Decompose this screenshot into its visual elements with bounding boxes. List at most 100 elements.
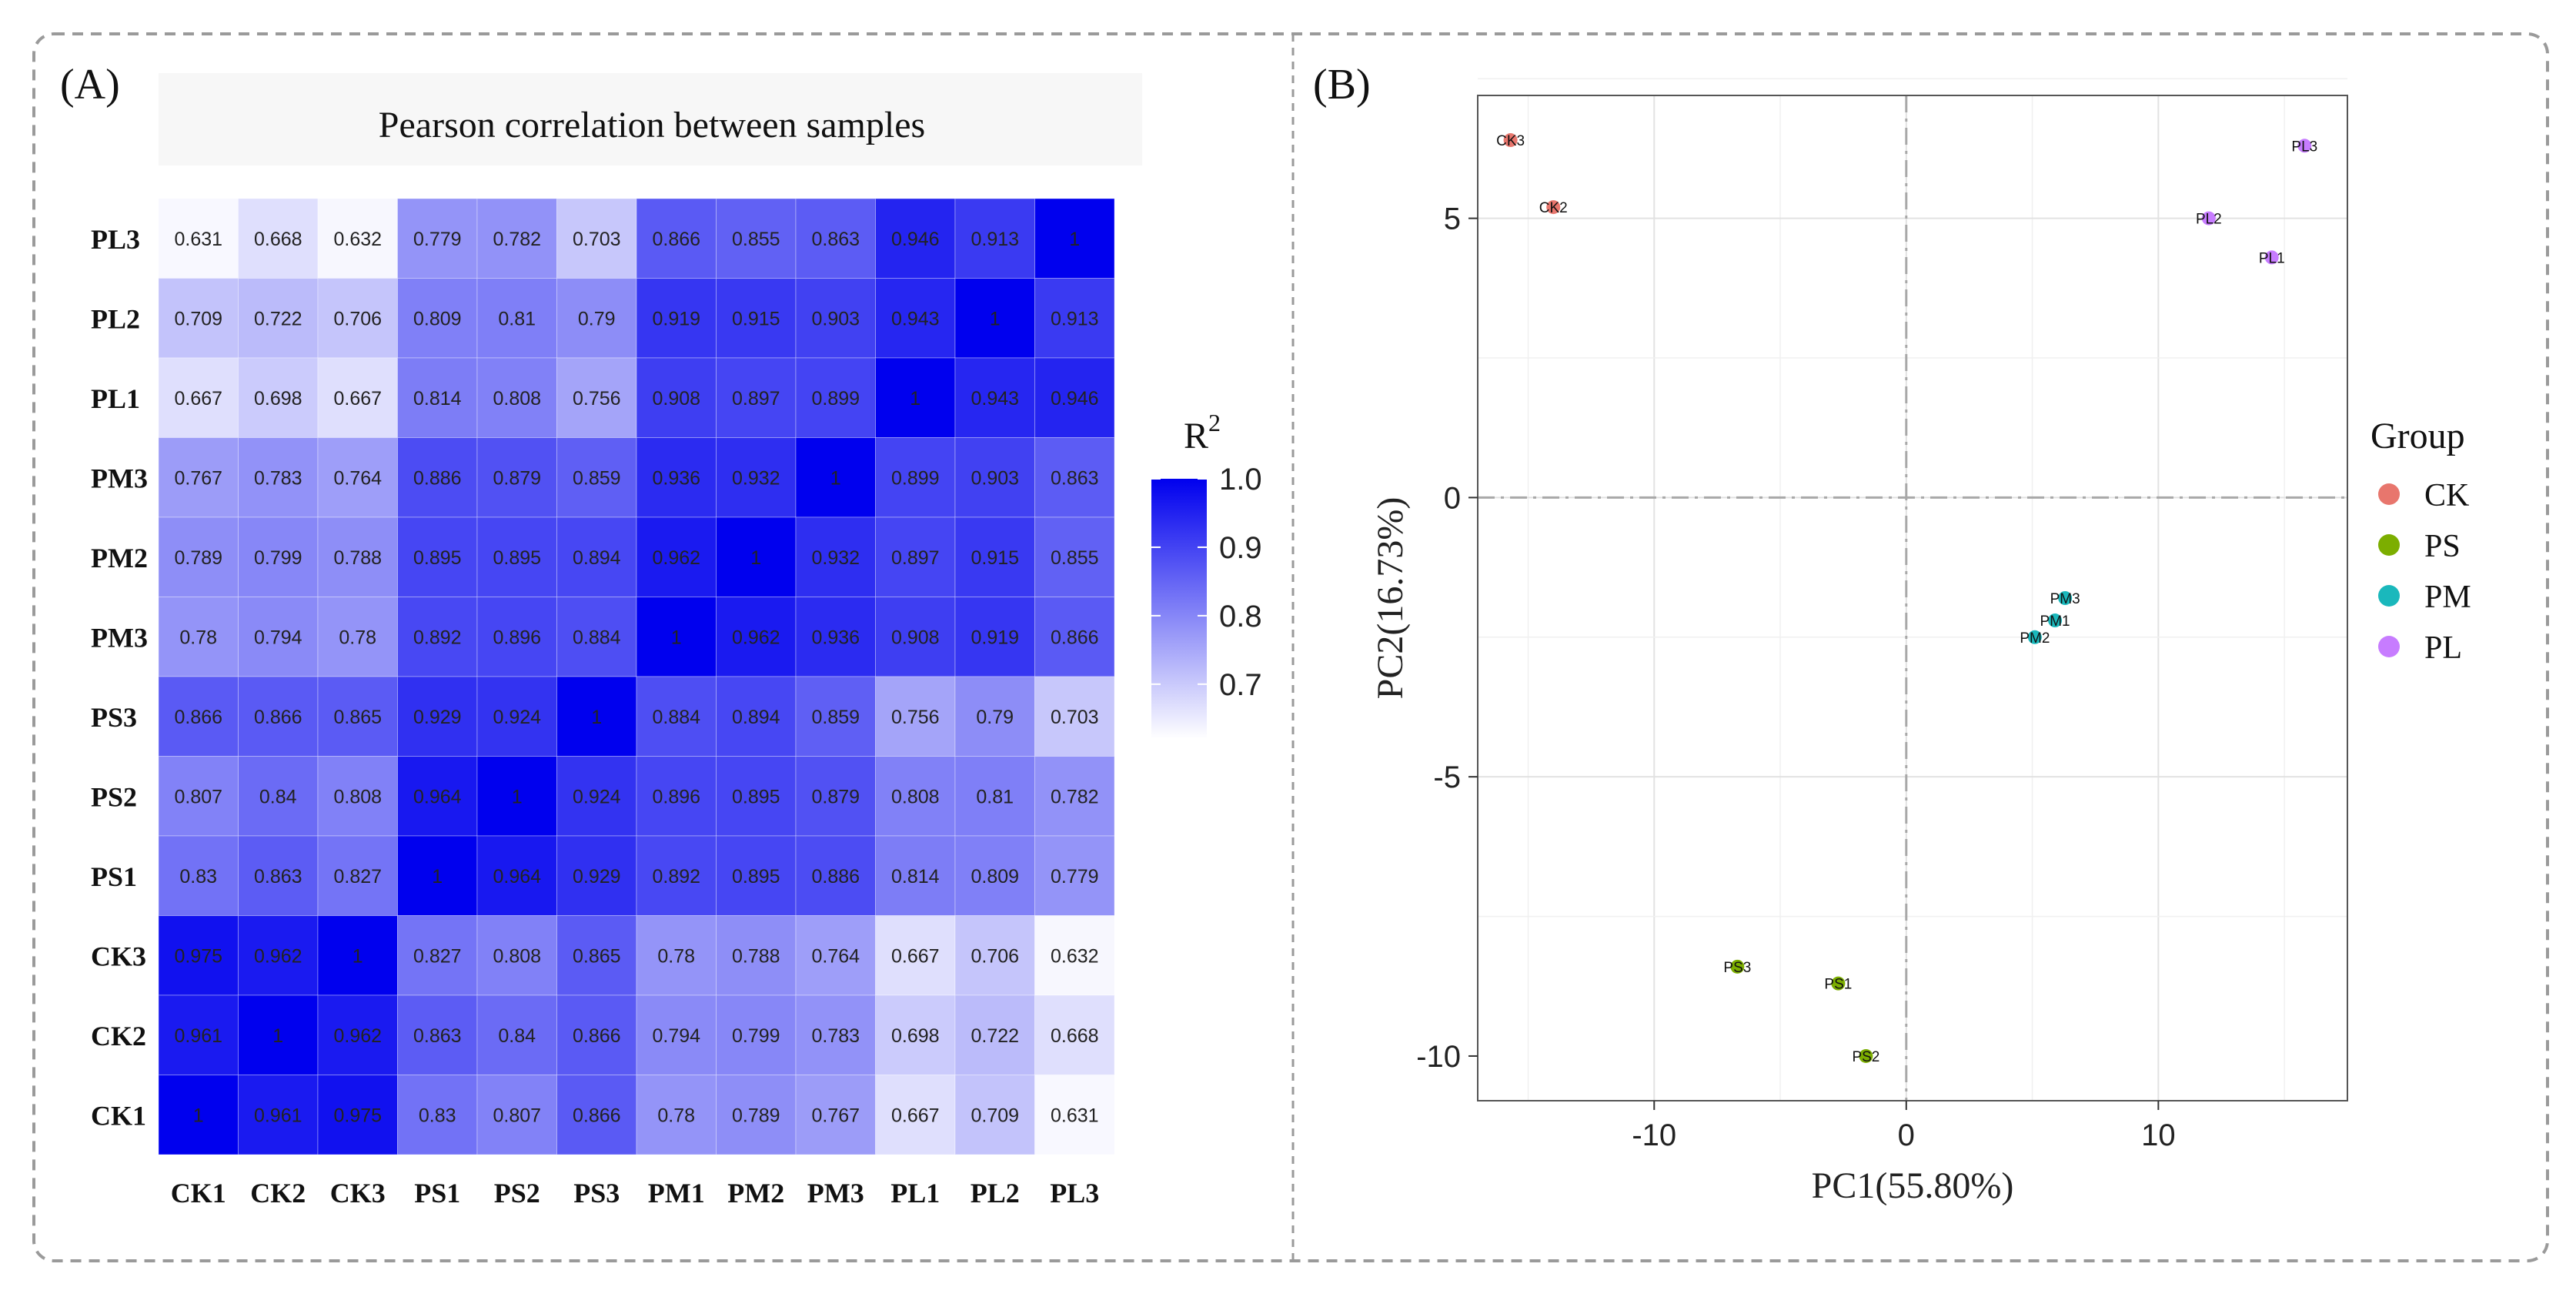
pca-point-label: PL3	[2291, 139, 2317, 155]
heatmap-cell-value: 0.668	[1051, 1025, 1099, 1047]
heatmap-cell	[158, 437, 239, 518]
heatmap-cell	[397, 198, 478, 279]
heatmap-cell	[1034, 915, 1115, 996]
heatmap-cell	[556, 278, 637, 359]
heatmap-cell	[158, 915, 239, 996]
heatmap-cell-value: 0.814	[891, 866, 940, 888]
heatmap-cell	[556, 756, 637, 837]
heatmap-row-label: PL2	[91, 303, 140, 334]
heatmap-cell-value: 0.827	[333, 866, 382, 888]
heatmap-cell	[636, 1075, 717, 1155]
heatmap-cell	[636, 915, 717, 996]
heatmap-cell-value: 0.929	[573, 866, 621, 888]
heatmap-cell-value: 0.79	[578, 308, 616, 329]
heatmap-cell-value: 0.779	[413, 229, 462, 250]
heatmap-cell-value: 0.83	[179, 866, 217, 888]
heatmap-cell-value: 0.863	[1051, 467, 1099, 489]
heatmap-cell-value: 0.667	[891, 945, 940, 967]
heatmap-cell	[397, 437, 478, 518]
heatmap-column-label: PL2	[971, 1178, 1020, 1208]
heatmap-cell-value: 0.884	[652, 707, 700, 728]
colorbar-tick-label: 0.7	[1219, 668, 1262, 702]
pca-y-axis-title: PC2(16.73%)	[1370, 497, 1411, 700]
colorbar-ticks: 1.0 0.9 0.8 0.7	[1151, 463, 1262, 702]
heatmap-cell-value: 0.975	[174, 945, 222, 967]
heatmap-cell-value: 0.936	[811, 627, 860, 648]
heatmap-column-labels: CK1 CK2 CK3 PS1 PS2 PS3 PM1 PM2 PM3 PL1 PL2 PL3	[171, 1178, 1100, 1208]
heatmap-column-label: PS2	[494, 1178, 540, 1208]
heatmap-cell	[875, 357, 956, 438]
heatmap-cell-value: 1	[1069, 229, 1080, 250]
heatmap-cell-value: 0.903	[971, 467, 1019, 489]
colorbar: R2 1.0 0.9 0.8 0.7	[1151, 409, 1262, 739]
heatmap-cell	[317, 437, 398, 518]
heatmap-cell	[795, 1075, 876, 1155]
heatmap-row-label: PM3	[91, 463, 148, 493]
heatmap-cell	[875, 516, 956, 597]
heatmap-cell	[1034, 756, 1115, 837]
pca-point-label: PS1	[1824, 977, 1852, 993]
heatmap-cell-value: 0.915	[971, 547, 1019, 569]
heatmap-cell	[795, 357, 876, 438]
heatmap-cell-value: 0.81	[498, 308, 536, 329]
heatmap-cell-value: 1	[272, 1025, 283, 1047]
panel-b-label: (B)	[1313, 61, 1371, 109]
pca-x-tick-label: 0	[1898, 1118, 1915, 1152]
heatmap-cell	[875, 676, 956, 757]
heatmap-cell-value: 0.667	[333, 388, 382, 409]
heatmap-cell	[317, 357, 398, 438]
heatmap-cell	[397, 1075, 478, 1155]
heatmap-cell	[954, 994, 1035, 1075]
heatmap-cell-value: 0.794	[652, 1025, 700, 1047]
legend-swatch	[2378, 636, 2400, 657]
pca-point	[2297, 139, 2312, 153]
heatmap-cell	[716, 597, 797, 677]
heatmap-cell-value: 0.783	[254, 467, 302, 489]
heatmap-cell-value: 0.924	[573, 786, 621, 807]
heatmap-cell	[1034, 994, 1115, 1075]
heatmap-cell-value: 0.897	[732, 388, 780, 409]
heatmap-column-label: PL3	[1050, 1178, 1099, 1208]
heatmap-column-label: PM2	[727, 1178, 784, 1208]
heatmap-cell-value: 0.894	[573, 547, 621, 569]
pca-y-tick-label: -10	[1416, 1040, 1461, 1074]
heatmap-cell-value: 0.722	[971, 1025, 1019, 1047]
heatmap-cell	[954, 676, 1035, 757]
pca-x-axis-title: PC1(55.80%)	[1812, 1165, 2014, 1206]
heatmap-cell-value: 0.809	[413, 308, 462, 329]
heatmap-cell	[556, 915, 637, 996]
heatmap-cell-value: 0.779	[1051, 866, 1099, 888]
heatmap-cell-value: 0.84	[259, 786, 297, 807]
heatmap-cell	[795, 756, 876, 837]
heatmap-cell	[1034, 835, 1115, 916]
heatmap-cell-value: 0.808	[493, 945, 541, 967]
heatmap-column-label: CK2	[250, 1178, 306, 1208]
heatmap-cell	[556, 597, 637, 677]
heatmap-cell	[875, 278, 956, 359]
heatmap-cell	[716, 357, 797, 438]
heatmap-cell-value: 0.83	[419, 1105, 456, 1126]
heatmap-column-label: CK1	[171, 1178, 226, 1208]
heatmap-cell	[875, 1075, 956, 1155]
heatmap-cell	[954, 198, 1035, 279]
heatmap-cell-value: 0.892	[652, 866, 700, 888]
legend-swatch	[2378, 483, 2400, 505]
legend-label: PL	[2424, 630, 2462, 666]
heatmap-cell-value: 1	[990, 308, 1001, 329]
pca-point-label: PS3	[1723, 960, 1751, 976]
heatmap-cell	[158, 835, 239, 916]
heatmap-cell	[158, 676, 239, 757]
heatmap-cell	[158, 198, 239, 279]
heatmap-cell	[954, 357, 1035, 438]
heatmap-row-labels: PL3 PL2 PL1 PM3 PM2 PM3 PS3 PS2 PS1 CK3 CK2 CK1	[91, 224, 148, 1132]
heatmap-cell	[636, 437, 717, 518]
heatmap-cell-value: 0.667	[891, 1105, 940, 1126]
heatmap-cell-value: 0.936	[652, 467, 700, 489]
heatmap-cell-value: 0.932	[732, 467, 780, 489]
heatmap-cell-value: 0.782	[1051, 786, 1099, 807]
legend-swatch	[2378, 585, 2400, 607]
heatmap-column-label: PL1	[890, 1178, 940, 1208]
heatmap-cell	[1034, 437, 1115, 518]
heatmap-cell	[954, 516, 1035, 597]
heatmap-cell	[954, 437, 1035, 518]
